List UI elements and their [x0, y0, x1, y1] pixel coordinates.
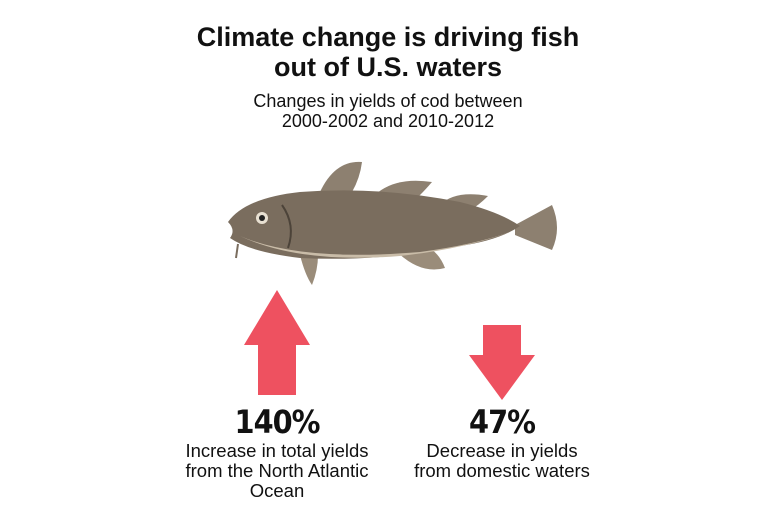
stat-label: Increase in total yields	[185, 440, 368, 461]
stat-label: Decrease in yields	[426, 440, 577, 461]
subtitle-line: Changes in yields of cod between	[253, 91, 522, 111]
subtitle-line: 2000-2002 and 2010-2012	[282, 111, 494, 131]
title-line: out of U.S. waters	[274, 52, 502, 82]
title-line: Climate change is driving fish	[197, 22, 580, 52]
stat-label: Ocean	[250, 480, 305, 501]
down-arrow	[469, 325, 535, 400]
stat-value: 47%	[469, 403, 535, 441]
stat-label: from the North Atlantic	[185, 460, 368, 481]
stat-label: from domestic waters	[414, 460, 590, 481]
fish-illustration	[228, 161, 557, 285]
up-arrow	[244, 290, 310, 395]
stat-value: 140%	[235, 403, 320, 441]
